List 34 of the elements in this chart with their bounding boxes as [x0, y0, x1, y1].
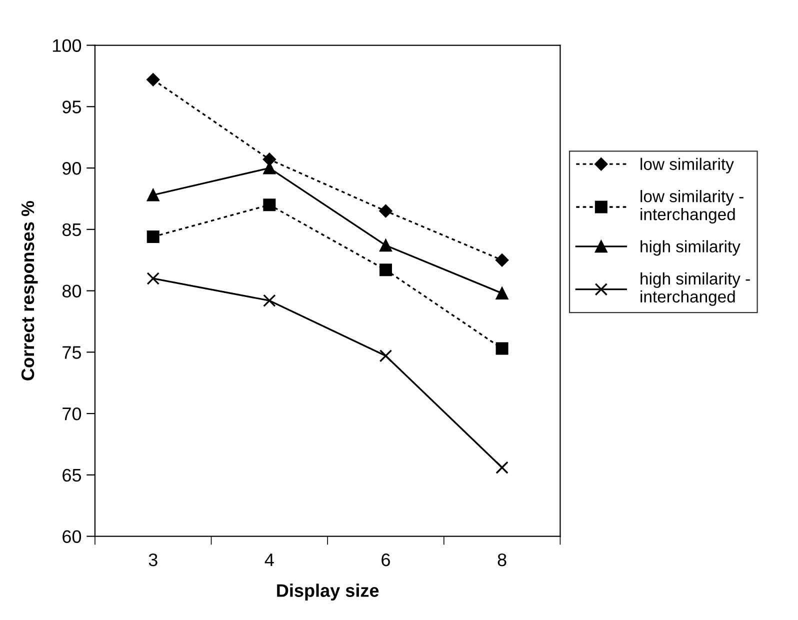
point: [146, 230, 160, 244]
point: [379, 239, 392, 252]
x-tick-label: 3: [148, 553, 158, 566]
x-tick-label: 6: [382, 553, 390, 566]
y-tick-label: 65: [62, 468, 82, 482]
point: [496, 342, 508, 355]
y-tick-label: 100: [53, 39, 82, 52]
point: [146, 73, 160, 86]
legend-label: low similarity - interchanged: [640, 190, 744, 224]
x-tick-label: 8: [498, 553, 506, 566]
point: [146, 188, 160, 202]
point: [379, 264, 392, 276]
point: [495, 254, 509, 267]
point: [146, 272, 160, 285]
x-axis-title: Display size: [277, 584, 379, 601]
point: [379, 349, 392, 362]
y-tick-label: 60: [62, 530, 82, 544]
point: [496, 461, 508, 474]
y-axis-title: Correct responses %: [21, 200, 38, 380]
y-tick-label: 70: [62, 407, 82, 420]
point: [379, 204, 392, 218]
y-tick-label: 85: [62, 223, 82, 236]
legend-label: high similarity - interchanged: [640, 272, 750, 306]
x-tick-label: 4: [264, 554, 274, 566]
point: [263, 198, 276, 212]
point: [263, 294, 276, 307]
point: [496, 286, 508, 300]
legend-label: high similarity: [640, 240, 740, 256]
y-tick-label: 95: [62, 100, 82, 114]
y-tick-label: 80: [62, 284, 82, 298]
legend-label: low similarity: [640, 158, 734, 174]
y-tick-label: 90: [62, 162, 82, 175]
point: [262, 152, 276, 166]
y-tick-label: 75: [62, 346, 82, 359]
